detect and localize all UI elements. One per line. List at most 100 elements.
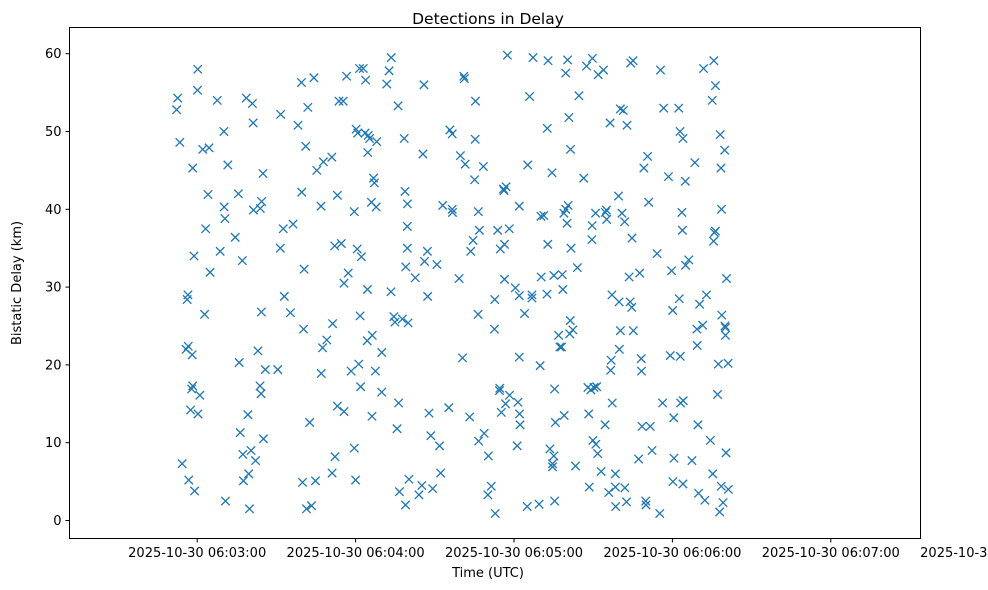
data-point bbox=[514, 290, 524, 301]
data-point bbox=[332, 401, 343, 411]
data-point bbox=[589, 382, 599, 393]
data-point bbox=[238, 476, 249, 486]
data-point bbox=[717, 310, 727, 320]
data-point bbox=[384, 66, 394, 76]
data-point bbox=[175, 137, 185, 148]
data-point bbox=[668, 476, 678, 487]
data-point bbox=[593, 448, 603, 459]
data-point bbox=[549, 451, 559, 461]
data-point bbox=[188, 163, 198, 173]
data-point bbox=[220, 496, 231, 506]
data-point bbox=[377, 387, 387, 397]
data-point bbox=[386, 52, 396, 63]
data-point bbox=[669, 453, 679, 463]
data-point bbox=[353, 128, 363, 138]
data-point bbox=[298, 324, 309, 334]
data-point bbox=[692, 324, 702, 334]
data-point bbox=[558, 284, 568, 295]
data-point bbox=[514, 352, 524, 362]
data-point bbox=[494, 385, 505, 396]
data-point bbox=[641, 500, 651, 510]
data-point bbox=[514, 201, 524, 211]
data-point bbox=[400, 500, 411, 510]
data-point bbox=[393, 101, 403, 111]
data-point bbox=[183, 341, 193, 351]
data-point bbox=[255, 381, 265, 391]
data-point bbox=[367, 411, 377, 421]
data-point bbox=[397, 314, 407, 324]
data-point bbox=[193, 64, 203, 74]
data-point bbox=[187, 350, 197, 360]
data-point bbox=[501, 182, 511, 192]
data-point bbox=[710, 226, 721, 236]
data-point bbox=[655, 508, 665, 519]
data-point bbox=[536, 272, 546, 282]
data-point bbox=[341, 71, 352, 81]
data-point bbox=[539, 210, 549, 221]
data-point bbox=[338, 96, 348, 106]
data-point bbox=[275, 243, 286, 253]
data-point bbox=[619, 217, 630, 227]
data-point bbox=[301, 141, 311, 151]
data-point bbox=[400, 186, 410, 197]
data-point bbox=[247, 98, 258, 109]
data-point bbox=[617, 208, 627, 218]
data-point bbox=[545, 444, 555, 454]
data-point bbox=[364, 133, 375, 144]
data-point bbox=[622, 120, 632, 130]
data-point bbox=[444, 403, 454, 413]
data-point bbox=[386, 287, 396, 297]
data-point bbox=[354, 359, 364, 369]
data-point bbox=[299, 264, 309, 274]
data-point bbox=[547, 459, 558, 469]
data-point bbox=[354, 63, 365, 74]
data-point bbox=[244, 469, 254, 479]
data-point bbox=[620, 483, 630, 493]
data-point bbox=[700, 495, 710, 505]
y-tick-label: 50 bbox=[45, 125, 62, 140]
data-point bbox=[568, 325, 578, 335]
data-point bbox=[426, 431, 436, 441]
data-point bbox=[524, 91, 535, 102]
data-point bbox=[369, 178, 380, 188]
data-point bbox=[680, 260, 691, 270]
data-point bbox=[663, 171, 674, 182]
data-point bbox=[591, 439, 601, 449]
data-point bbox=[692, 340, 702, 351]
data-point bbox=[306, 501, 317, 511]
data-point bbox=[675, 126, 685, 137]
data-point bbox=[349, 443, 359, 453]
data-point bbox=[244, 504, 255, 514]
data-point bbox=[527, 290, 537, 300]
data-point bbox=[510, 283, 520, 293]
data-point bbox=[402, 243, 413, 253]
data-point bbox=[401, 262, 411, 272]
data-point bbox=[694, 299, 705, 309]
data-point bbox=[655, 65, 666, 75]
data-point bbox=[542, 123, 552, 134]
data-point bbox=[607, 398, 617, 408]
data-point bbox=[687, 455, 697, 466]
data-point bbox=[652, 248, 662, 259]
data-point bbox=[614, 344, 624, 354]
data-point bbox=[715, 129, 725, 140]
data-point bbox=[492, 225, 503, 235]
data-point bbox=[288, 219, 298, 229]
data-point bbox=[523, 160, 533, 170]
data-point bbox=[478, 161, 489, 172]
data-point bbox=[296, 77, 307, 88]
x-tick-label: 2025-10-30 06:04:00 bbox=[287, 546, 425, 561]
data-point bbox=[718, 497, 728, 508]
data-point bbox=[464, 412, 475, 422]
data-points bbox=[171, 50, 734, 519]
data-point bbox=[215, 246, 225, 256]
data-point bbox=[549, 496, 560, 506]
data-point bbox=[721, 273, 732, 284]
data-point bbox=[454, 273, 464, 284]
data-point bbox=[543, 56, 553, 66]
data-point bbox=[297, 187, 307, 197]
data-point bbox=[318, 157, 329, 167]
data-point bbox=[643, 197, 654, 207]
data-point bbox=[238, 449, 248, 460]
data-point bbox=[587, 53, 598, 64]
